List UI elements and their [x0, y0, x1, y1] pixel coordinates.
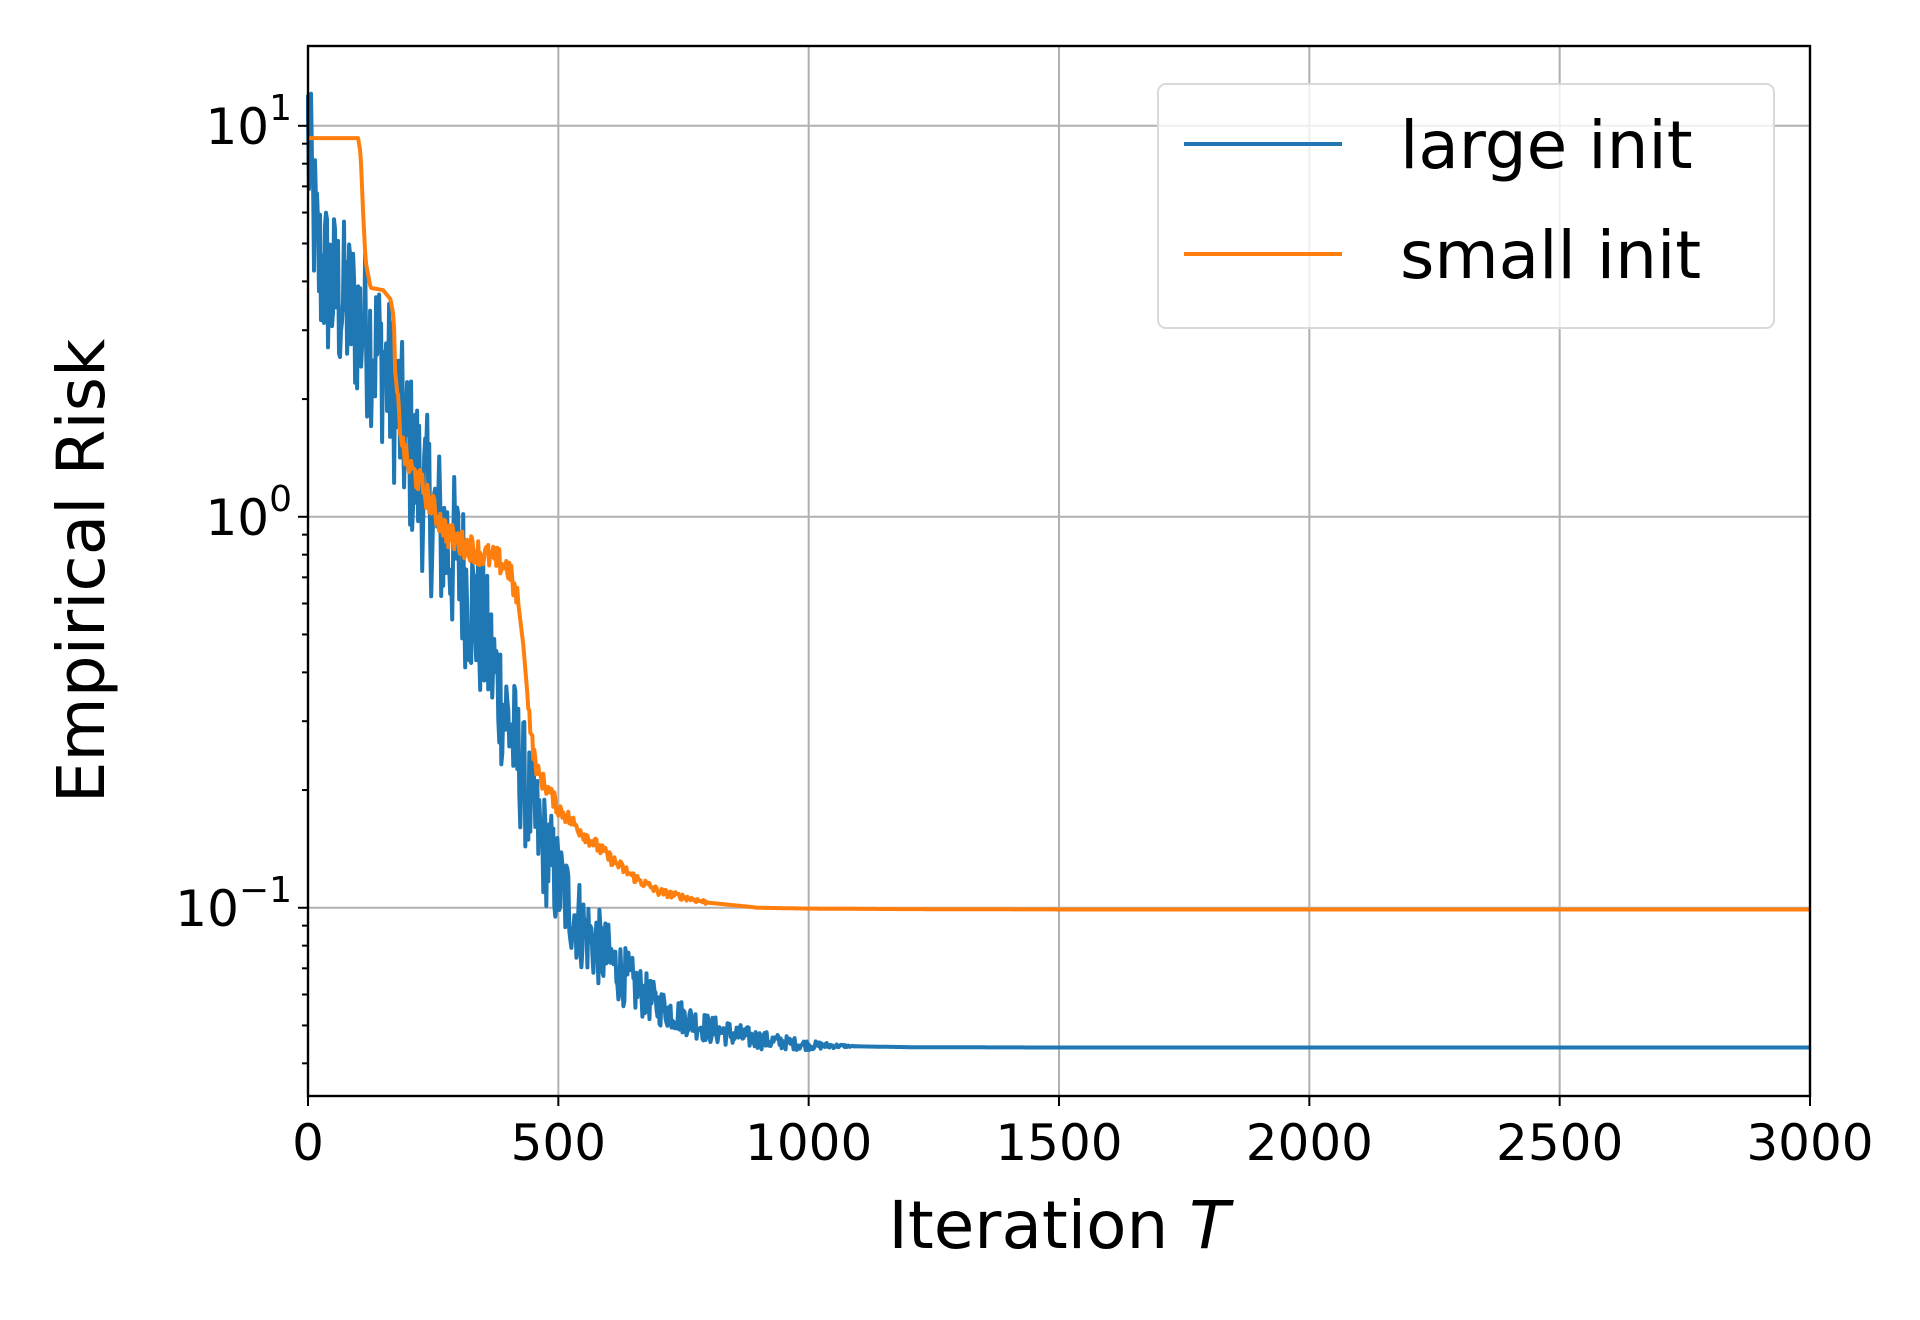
series-line-small-init	[307, 136, 1811, 912]
tick-labels: 0 500 1000 1500 2000 2500 3000 101 100 10−1	[175, 88, 1873, 1172]
y-tick-label: 100	[205, 479, 292, 547]
x-tick-label: 0	[292, 1114, 324, 1172]
ticks	[298, 124, 1811, 1106]
x-tick-label: 2500	[1496, 1114, 1623, 1172]
x-axis-label: Iteration T	[888, 1187, 1234, 1264]
y-tick-label: 101	[205, 88, 292, 156]
y-axis-label: Empirical Risk	[43, 338, 120, 803]
x-tick-label: 2000	[1246, 1114, 1373, 1172]
series-layer	[306, 91, 1811, 1052]
x-tick-label: 1500	[995, 1114, 1122, 1172]
y-tick-label: 10−1	[175, 870, 292, 938]
x-tick-label: 500	[511, 1114, 606, 1172]
series-line-large-init	[306, 91, 1811, 1052]
legend-label-small-init: small init	[1400, 217, 1701, 294]
legend: large init small init	[1157, 83, 1775, 329]
x-tick-label: 1000	[745, 1114, 872, 1172]
legend-label-large-init: large init	[1400, 107, 1693, 184]
x-tick-label: 3000	[1746, 1114, 1873, 1172]
